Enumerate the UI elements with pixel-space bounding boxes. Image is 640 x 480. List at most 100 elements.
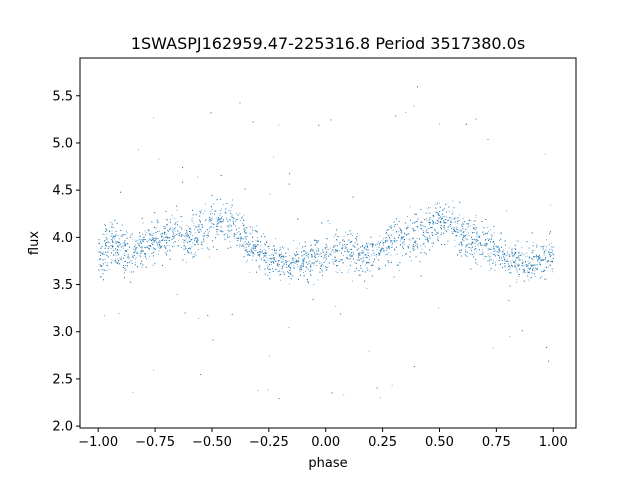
data-point <box>107 262 109 264</box>
data-point <box>208 248 210 250</box>
data-point <box>402 246 404 248</box>
data-point <box>297 253 299 255</box>
data-point <box>412 237 414 239</box>
data-point <box>294 261 296 263</box>
data-point <box>228 225 230 227</box>
data-point <box>514 265 516 267</box>
data-point <box>194 239 196 241</box>
data-point <box>552 246 554 248</box>
data-point <box>536 268 538 270</box>
data-point <box>523 265 525 266</box>
data-point <box>532 264 534 266</box>
data-point <box>281 268 283 270</box>
data-point <box>211 222 213 224</box>
data-point <box>198 226 200 227</box>
data-point <box>413 366 415 368</box>
data-point <box>218 223 220 225</box>
data-point <box>203 238 205 240</box>
data-point <box>349 254 351 256</box>
data-point <box>132 239 134 241</box>
data-point <box>521 330 523 332</box>
data-point <box>220 213 222 215</box>
data-point <box>523 271 525 272</box>
data-point <box>149 245 151 246</box>
data-point <box>509 285 511 287</box>
data-point <box>198 231 200 233</box>
data-point <box>453 217 455 219</box>
data-point <box>352 253 354 255</box>
data-point <box>522 262 524 264</box>
data-point <box>282 255 284 257</box>
data-point <box>454 245 456 247</box>
data-point <box>264 252 266 254</box>
data-point <box>101 265 103 267</box>
data-point <box>522 253 523 255</box>
data-point <box>157 246 159 248</box>
data-point <box>552 251 554 253</box>
data-point <box>218 221 220 223</box>
data-point <box>543 269 545 271</box>
data-point <box>356 259 358 261</box>
data-point <box>379 268 381 270</box>
data-point <box>188 237 190 239</box>
data-point <box>245 247 247 249</box>
data-point <box>289 173 291 175</box>
data-point <box>241 217 243 219</box>
data-point <box>297 266 299 268</box>
data-point <box>518 252 520 254</box>
data-point <box>121 235 123 237</box>
data-point <box>118 254 120 256</box>
data-point <box>116 261 118 263</box>
data-point <box>119 249 121 251</box>
data-point <box>400 232 402 234</box>
data-point <box>334 260 336 262</box>
data-point <box>225 212 227 214</box>
data-point <box>369 270 371 272</box>
data-point <box>272 257 274 259</box>
data-point <box>136 247 138 249</box>
data-point <box>196 240 198 242</box>
data-point <box>495 245 497 247</box>
data-point <box>485 239 487 241</box>
data-point <box>254 246 256 247</box>
data-point <box>476 251 478 253</box>
data-point <box>302 261 304 263</box>
data-point <box>256 230 258 232</box>
data-point <box>546 246 548 248</box>
data-point <box>403 244 405 246</box>
data-point <box>391 384 393 386</box>
data-point <box>516 269 518 271</box>
data-point <box>124 267 126 269</box>
data-point <box>320 252 322 254</box>
data-point <box>150 239 152 241</box>
data-point <box>366 244 368 246</box>
data-point <box>483 234 485 236</box>
data-point <box>172 232 174 234</box>
data-point <box>344 244 346 245</box>
data-point <box>379 253 381 255</box>
data-point <box>357 253 359 255</box>
data-point <box>146 232 148 234</box>
data-point <box>487 249 489 251</box>
data-point <box>399 244 401 245</box>
data-point <box>189 247 191 249</box>
data-point <box>544 250 546 252</box>
data-point <box>337 265 338 266</box>
data-point <box>311 248 313 250</box>
data-point <box>264 273 266 275</box>
data-point <box>219 218 220 220</box>
data-point <box>445 222 447 224</box>
data-point <box>254 247 256 249</box>
data-point <box>470 268 472 270</box>
data-point <box>161 239 163 241</box>
data-point <box>216 249 218 251</box>
data-point <box>294 255 296 257</box>
data-point <box>257 240 259 242</box>
data-point <box>524 272 526 274</box>
data-point <box>137 242 139 244</box>
data-point <box>110 235 112 237</box>
data-point <box>484 243 486 245</box>
data-point <box>388 252 389 254</box>
data-point <box>376 243 378 245</box>
data-point <box>341 247 343 249</box>
